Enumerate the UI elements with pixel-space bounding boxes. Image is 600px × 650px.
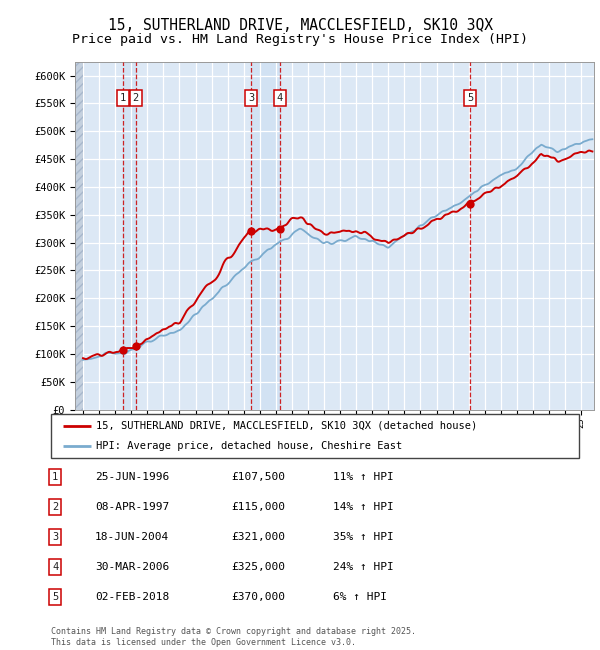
Bar [251,62,280,410]
Text: £370,000: £370,000 [231,592,285,602]
Text: 11% ↑ HPI: 11% ↑ HPI [333,472,394,482]
Text: 25-JUN-1996: 25-JUN-1996 [95,472,169,482]
Text: HPI: Average price, detached house, Cheshire East: HPI: Average price, detached house, Ches… [96,441,402,451]
Text: £321,000: £321,000 [231,532,285,542]
Text: 24% ↑ HPI: 24% ↑ HPI [333,562,394,572]
Text: 14% ↑ HPI: 14% ↑ HPI [333,502,394,512]
Text: £115,000: £115,000 [231,502,285,512]
Text: 18-JUN-2004: 18-JUN-2004 [95,532,169,542]
Text: 6% ↑ HPI: 6% ↑ HPI [333,592,387,602]
Text: 08-APR-1997: 08-APR-1997 [95,502,169,512]
Text: 15, SUTHERLAND DRIVE, MACCLESFIELD, SK10 3QX (detached house): 15, SUTHERLAND DRIVE, MACCLESFIELD, SK10… [96,421,477,431]
Bar [123,62,136,410]
Text: 3: 3 [248,93,254,103]
Text: 1: 1 [52,472,58,482]
Text: 1: 1 [120,93,126,103]
Text: 35% ↑ HPI: 35% ↑ HPI [333,532,394,542]
Text: 30-MAR-2006: 30-MAR-2006 [95,562,169,572]
Text: 4: 4 [277,93,283,103]
Text: £107,500: £107,500 [231,472,285,482]
Text: 02-FEB-2018: 02-FEB-2018 [95,592,169,602]
Text: 15, SUTHERLAND DRIVE, MACCLESFIELD, SK10 3QX: 15, SUTHERLAND DRIVE, MACCLESFIELD, SK10… [107,18,493,33]
Text: 5: 5 [52,592,58,602]
Bar [75,62,83,410]
Text: Price paid vs. HM Land Registry's House Price Index (HPI): Price paid vs. HM Land Registry's House … [72,32,528,46]
Text: 3: 3 [52,532,58,542]
Text: 5: 5 [467,93,473,103]
Text: 2: 2 [133,93,139,103]
Text: 2: 2 [52,502,58,512]
Text: £325,000: £325,000 [231,562,285,572]
Text: 4: 4 [52,562,58,572]
Text: Contains HM Land Registry data © Crown copyright and database right 2025.
This d: Contains HM Land Registry data © Crown c… [51,627,416,647]
